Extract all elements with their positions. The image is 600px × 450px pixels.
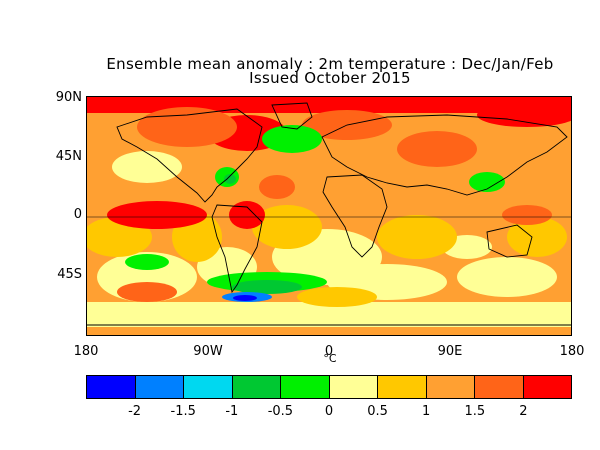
lat-label-90n: 90N: [55, 90, 82, 105]
colorbar-tick-label: -2: [128, 404, 142, 419]
map-subtitle: Issued October 2015: [249, 69, 411, 87]
lon-label-90w: 90W: [193, 344, 223, 359]
colorbar-segment: [523, 376, 571, 398]
colorbar-tick-label: -1.5: [170, 404, 196, 419]
colorbar-tick-label: 1.5: [464, 404, 486, 419]
lat-label-45n: 45N: [55, 149, 82, 164]
colorbar-tick-label: 2: [519, 404, 528, 419]
colorbar-tick-label: -1: [225, 404, 239, 419]
colorbar-segment: [475, 376, 524, 398]
colorbar-segment: [135, 376, 184, 398]
colorbar-segment: [281, 376, 330, 398]
lon-label-180e: 180: [559, 344, 585, 359]
map-title: Ensemble mean anomaly : 2m temperature :…: [106, 55, 554, 73]
anomaly-map-svg: [87, 97, 571, 335]
colorbar-segment: [426, 376, 475, 398]
lon-label-180w: 180: [73, 344, 99, 359]
colorbar-segment: [232, 376, 281, 398]
colorbar-segment: [329, 376, 378, 398]
lat-label-45s: 45S: [57, 267, 82, 282]
colorbar-tick-label: 0.5: [367, 404, 388, 419]
colorbar-segment: [378, 376, 427, 398]
colorbar: [86, 375, 572, 399]
colorbar-tick-label: 0: [324, 404, 334, 419]
continent-outlines: [87, 102, 571, 326]
lat-label-0: 0: [73, 207, 82, 222]
colorbar-segment: [184, 376, 233, 398]
lon-label-0: 0: [324, 344, 334, 359]
extreme-cold-anomaly-patches: [233, 295, 257, 301]
anomaly-map: [86, 96, 572, 336]
lon-label-90e: 90E: [437, 344, 463, 359]
cold-anomaly-patches: [224, 174, 302, 294]
colorbar-tick-label: 1: [422, 404, 431, 419]
colorbar-segment: [87, 376, 136, 398]
unit-label: °C: [323, 352, 337, 365]
colorbar-tick-label: -0.5: [267, 404, 294, 419]
